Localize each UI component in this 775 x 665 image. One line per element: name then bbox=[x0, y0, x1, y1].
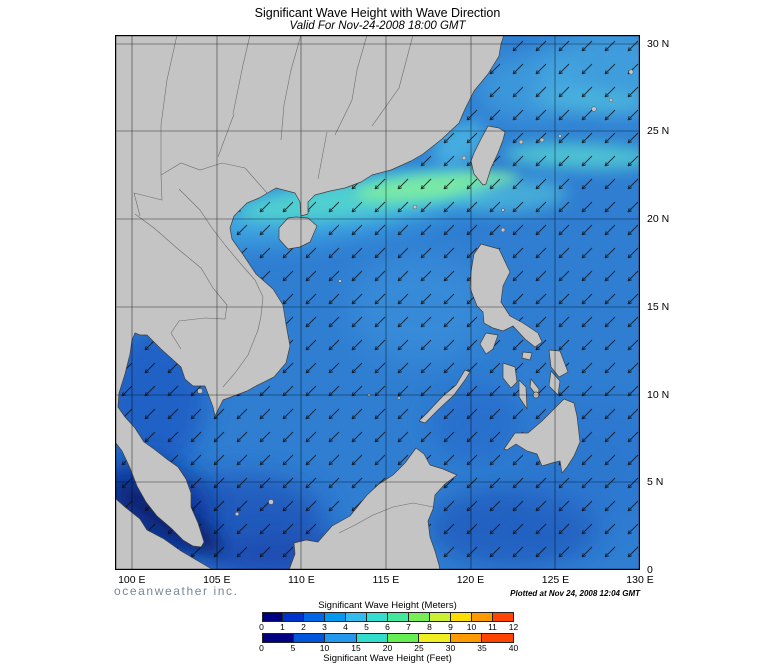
map-canvas bbox=[115, 35, 640, 570]
latitude-axis: 0 5 N 10 N 15 N 20 N 25 N 30 N bbox=[647, 35, 692, 576]
colorbar-segment bbox=[387, 613, 408, 621]
colorbar-segment bbox=[449, 634, 482, 642]
colorbar-segment bbox=[418, 634, 450, 642]
y-tick-label: 20 N bbox=[647, 213, 670, 226]
colorbar-segment bbox=[292, 634, 325, 642]
island-panay bbox=[502, 362, 518, 389]
colorbar-tick-label: 35 bbox=[477, 643, 487, 653]
landmass-borneo bbox=[288, 447, 458, 570]
colorbar-segment bbox=[481, 634, 513, 642]
colorbar-segment bbox=[387, 634, 419, 642]
colorbar-segment bbox=[282, 613, 304, 621]
legend-feet-colorbar bbox=[261, 633, 514, 643]
colorbar-segment bbox=[491, 613, 513, 621]
colorbar-segment bbox=[470, 613, 492, 621]
colorbar-segment bbox=[262, 634, 293, 642]
legend-meters-title: Significant Wave Height (Meters) bbox=[318, 600, 457, 611]
map-frame bbox=[115, 35, 640, 570]
island-samar bbox=[548, 349, 569, 378]
colorbar-tick-label: 40 bbox=[508, 643, 519, 653]
colorbar-tick-label: 11 bbox=[488, 622, 497, 632]
longitude-axis: 100 E 105 E 110 E 115 E 120 E 125 E 130 E bbox=[115, 574, 654, 588]
colorbar-segment bbox=[366, 613, 388, 621]
colorbar-tick-label: 25 bbox=[414, 643, 424, 653]
x-tick-label: 130 E bbox=[626, 574, 654, 586]
island-hainan bbox=[278, 216, 318, 250]
oceanweather-credit: oceanweather inc. bbox=[114, 584, 239, 598]
x-tick-label: 125 E bbox=[541, 574, 570, 586]
land-layer bbox=[115, 35, 634, 570]
page-title: Significant Wave Height with Wave Direct… bbox=[254, 6, 501, 20]
y-tick-label: 0 bbox=[647, 564, 653, 576]
colorbar-segment bbox=[345, 613, 367, 621]
legend-feet-ticks: 0 5 10 15 20 25 30 35 40 bbox=[259, 643, 518, 653]
colorbar-segment bbox=[355, 634, 387, 642]
colorbar-segment bbox=[407, 613, 429, 621]
island-taiwan bbox=[470, 125, 506, 186]
y-tick-label: 25 N bbox=[647, 125, 670, 138]
island-palawan bbox=[418, 369, 471, 424]
colorbar-tick-label: 15 bbox=[351, 643, 361, 653]
colorbar-tick-label: 1 bbox=[280, 622, 285, 632]
y-tick-label: 10 N bbox=[647, 388, 670, 401]
colorbar-segment bbox=[262, 613, 283, 621]
legend-meters-colorbar bbox=[261, 612, 514, 622]
island-mindanao bbox=[503, 398, 581, 474]
colorbar-tick-label: 10 bbox=[319, 643, 330, 653]
y-tick-label: 30 N bbox=[647, 37, 670, 50]
colorbar-segment bbox=[324, 613, 346, 621]
legend-feet-title: Significant Wave Height (Feet) bbox=[323, 653, 452, 664]
landmass-china-indochina bbox=[115, 35, 505, 548]
colorbar-segment bbox=[303, 613, 325, 621]
borders-layer bbox=[133, 35, 434, 534]
colorbar-segment bbox=[449, 613, 471, 621]
colorbar-tick-label: 5 bbox=[364, 622, 369, 632]
colorbar-tick-label: 8 bbox=[427, 622, 432, 632]
y-tick-label: 5 N bbox=[647, 476, 664, 489]
colorbar-tick-label: 6 bbox=[385, 622, 390, 632]
island-luzon bbox=[469, 243, 543, 348]
island-negros bbox=[518, 379, 528, 410]
island-masbate bbox=[521, 351, 533, 361]
x-tick-label: 120 E bbox=[456, 574, 485, 586]
x-tick-label: 110 E bbox=[288, 574, 315, 586]
x-tick-label: 100 E bbox=[118, 574, 146, 586]
colorbar-tick-label: 0 bbox=[259, 622, 264, 632]
valid-time-subtitle: Valid For Nov-24-2008 18:00 GMT bbox=[289, 20, 466, 32]
colorbar-tick-label: 10 bbox=[466, 622, 477, 632]
colorbar-tick-label: 20 bbox=[382, 643, 393, 653]
plotted-timestamp: Plotted at Nov 24, 2008 12:04 GMT bbox=[510, 589, 640, 598]
island-mindoro bbox=[479, 332, 499, 355]
y-tick-label: 15 N bbox=[647, 300, 670, 313]
colorbar-tick-label: 12 bbox=[508, 622, 519, 632]
colorbar-tick-label: 30 bbox=[445, 643, 456, 653]
colorbar-tick-label: 7 bbox=[406, 622, 411, 632]
colorbar-tick-label: 3 bbox=[322, 622, 327, 632]
colorbar-tick-label: 0 bbox=[259, 643, 264, 653]
colorbar-tick-label: 9 bbox=[448, 622, 453, 632]
colorbar-segment bbox=[428, 613, 450, 621]
landmass-sumatra bbox=[115, 497, 214, 570]
colorbar-segment bbox=[324, 634, 356, 642]
x-tick-label: 105 E bbox=[203, 574, 231, 586]
colorbar-tick-label: 2 bbox=[301, 622, 306, 632]
colorbar-tick-label: 5 bbox=[290, 643, 296, 653]
grid-layer bbox=[115, 35, 640, 570]
colorbar-tick-label: 4 bbox=[343, 622, 348, 632]
x-tick-label: 115 E bbox=[372, 574, 400, 586]
legend-meters-ticks: 0 1 2 3 4 5 6 7 8 9 10 11 12 bbox=[259, 622, 518, 632]
